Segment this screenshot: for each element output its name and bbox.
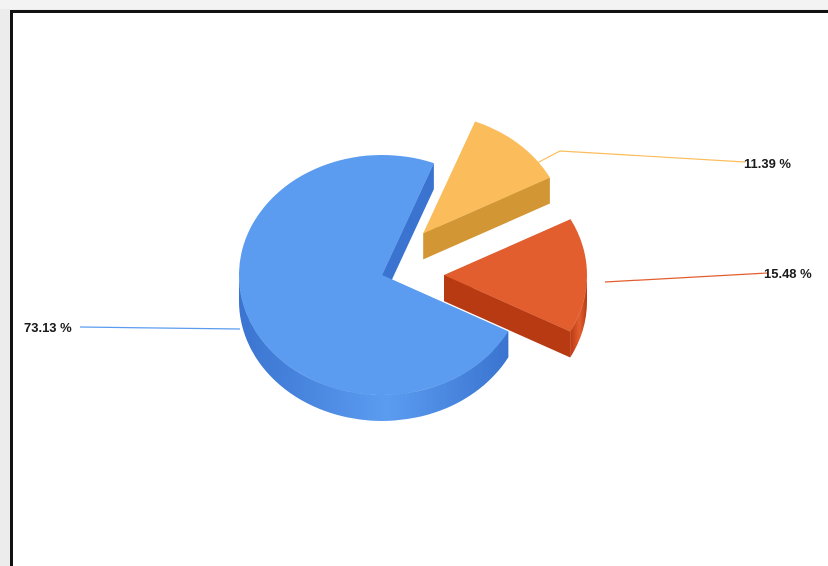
data-label-0: 73.13 % (24, 320, 72, 335)
chart-panel (10, 10, 828, 566)
pie-slice-1 (443, 219, 587, 358)
data-label-2: 11.39 % (744, 156, 791, 171)
pie-slice-2 (423, 121, 550, 260)
window-top-strip (0, 0, 828, 9)
pie-slice-0 (238, 154, 509, 421)
leader-line-0 (79, 326, 241, 330)
leader-line-2 (536, 150, 746, 164)
leader-line-1 (604, 272, 769, 283)
data-label-1: 15.48 % (764, 266, 812, 281)
